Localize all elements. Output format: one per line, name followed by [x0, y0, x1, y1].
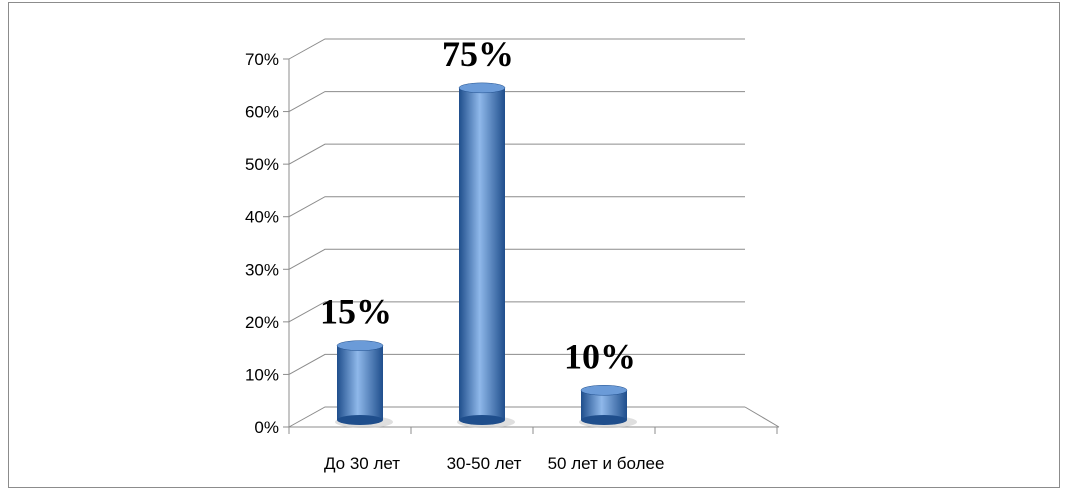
y-tick-label: 60%	[245, 103, 279, 122]
data-label: 15%	[320, 292, 392, 332]
bar	[457, 82, 515, 428]
gridline	[288, 143, 745, 165]
gridline	[288, 353, 745, 375]
bar	[579, 385, 637, 428]
y-tick-label: 20%	[245, 313, 279, 332]
gridline	[288, 248, 745, 270]
floor-edge	[744, 406, 780, 428]
chart-frame: 0% 10% 20% 30% 40% 50% 60% 70% До 30 лет 30-50 л…	[8, 2, 1060, 488]
data-labels: 15% 75% 10%	[320, 34, 636, 376]
x-axis-categories: До 30 лет 30-50 лет 50 лет и более	[324, 454, 664, 473]
gridlines	[283, 38, 780, 434]
x-category-label: 50 лет и более	[548, 454, 665, 473]
x-category-label: 30-50 лет	[447, 454, 522, 473]
y-tick-label: 0%	[254, 418, 279, 437]
bars	[335, 82, 637, 428]
bar-chart: 0% 10% 20% 30% 40% 50% 60% 70% До 30 лет 30-50 л…	[245, 34, 780, 473]
gridline	[288, 91, 745, 113]
data-label: 10%	[564, 336, 636, 376]
y-tick-label: 70%	[245, 50, 279, 69]
gridline	[288, 38, 745, 60]
bar	[335, 340, 393, 428]
y-tick-label: 10%	[245, 365, 279, 384]
y-tick-label: 30%	[245, 260, 279, 279]
y-tick-label: 50%	[245, 155, 279, 174]
gridline	[288, 301, 745, 323]
x-category-label: До 30 лет	[324, 454, 400, 473]
y-tick-label: 40%	[245, 208, 279, 227]
data-label: 75%	[442, 34, 514, 74]
y-axis-ticks: 0% 10% 20% 30% 40% 50% 60% 70%	[245, 50, 279, 437]
gridline	[288, 196, 745, 218]
